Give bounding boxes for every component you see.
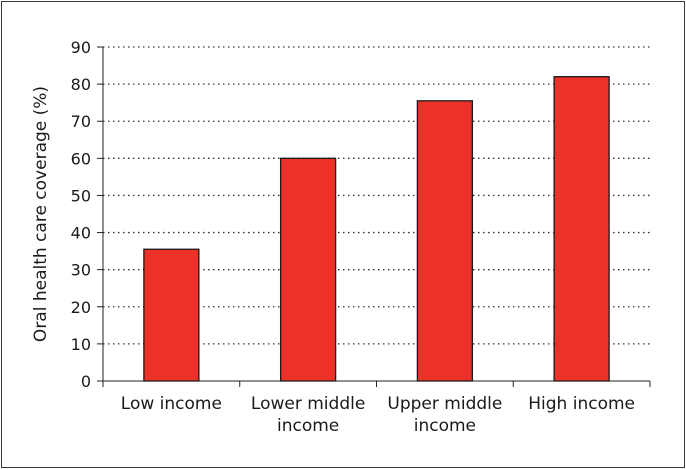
y-tick-label: 40	[71, 224, 91, 243]
y-axis-title: Oral health care coverage (%)	[31, 86, 51, 342]
bar	[279, 157, 337, 382]
bars	[143, 76, 610, 382]
y-tick-label: 90	[71, 38, 91, 57]
bar	[553, 76, 610, 382]
y-tick-label: 60	[71, 149, 91, 168]
x-category-label: Lower middle income	[251, 394, 365, 436]
bar	[143, 248, 200, 382]
y-tick-label: 80	[71, 75, 91, 94]
x-category-label: Low income	[121, 394, 222, 414]
y-tick-label: 10	[71, 335, 91, 354]
axes	[97, 46, 651, 387]
x-category-label: Upper middle income	[387, 394, 502, 436]
x-tick-labels: Low income Lower middle income Upper middle…	[121, 394, 635, 436]
y-tick-label: 70	[71, 112, 91, 131]
y-tick-label: 30	[71, 261, 91, 280]
bar	[416, 100, 474, 382]
x-category-label: High income	[528, 394, 635, 414]
y-tick-label: 20	[71, 298, 91, 317]
y-tick-label: 50	[71, 186, 91, 205]
y-tick-label: 0	[81, 372, 91, 391]
y-tick-labels: 0 10 20 30 40 50 60 70 80 90	[71, 38, 91, 391]
